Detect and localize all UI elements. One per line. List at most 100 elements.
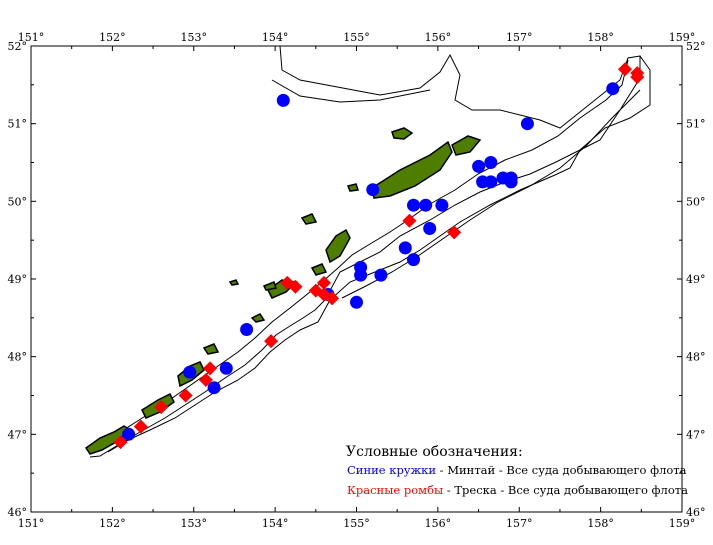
pollock-marker	[276, 93, 290, 107]
legend-key-pollock: Синие кружки	[347, 463, 436, 477]
x-tick-label-bottom: 152°	[99, 517, 126, 530]
cod-marker	[198, 372, 213, 387]
legend-title: Условные обозначения:	[346, 444, 523, 460]
legend-desc-cod: - Треска - Все суда добывающего флота	[443, 483, 688, 497]
y-tick-label-right: 49°	[686, 273, 706, 286]
pollock-marker	[504, 171, 518, 185]
y-tick-label-left: 50°	[8, 195, 28, 208]
y-tick-labels-left: 46° 47° 48° 49° 50° 51° 52°	[8, 40, 28, 519]
cod-marker	[203, 361, 218, 376]
cod-marker	[264, 334, 279, 349]
pollock-marker	[374, 268, 388, 282]
pollock-marker	[606, 82, 620, 96]
x-tick-labels-top: 151° 152° 153° 154° 155° 156° 157° 158° …	[18, 31, 696, 44]
islands	[84, 127, 482, 455]
cod-marker	[288, 279, 303, 294]
island-atlasov	[391, 127, 414, 140]
y-tick-label-right: 50°	[686, 195, 706, 208]
pollock-marker	[423, 222, 437, 235]
island-matua	[310, 263, 328, 276]
x-tick-label-top: 159°	[669, 31, 696, 44]
y-tick-label-left: 52°	[8, 40, 28, 53]
y-tick-labels-right: 46° 47° 48° 49° 50° 51° 52°	[686, 40, 706, 519]
island-raikoke	[346, 183, 360, 192]
y-tick-label-right: 48°	[686, 351, 706, 364]
pollock-marker	[207, 381, 221, 395]
cod-marker	[402, 213, 417, 228]
cod-marker	[113, 435, 128, 450]
pollock-marker	[520, 117, 534, 131]
pollock-marker	[472, 159, 486, 173]
isobath-okhotsk-shelf	[271, 79, 431, 103]
y-tick-label-left: 48°	[8, 351, 28, 364]
pollock-marker	[219, 361, 233, 375]
isobath-trench-edge	[341, 89, 641, 299]
cod-marker	[447, 225, 462, 240]
y-tick-label-right: 52°	[686, 40, 706, 53]
pollock-marker	[407, 198, 420, 212]
cod-marker	[133, 419, 148, 434]
y-tick-label-right: 47°	[686, 428, 706, 441]
cod-marker	[630, 70, 645, 85]
isobath-inner	[95, 59, 629, 449]
pollock-marker	[240, 323, 254, 336]
island-islet-b	[228, 279, 240, 286]
x-tick-label-bottom: 158°	[587, 517, 614, 530]
x-tick-label-top: 158°	[587, 31, 614, 44]
legend-key-cod: Красные ромбы	[347, 483, 443, 497]
y-tick-label-left: 46°	[8, 506, 28, 519]
pollock-marker	[398, 241, 412, 255]
x-tick-label-top: 155°	[343, 31, 370, 44]
pollock-marker	[484, 156, 498, 169]
x-tick-label-bottom: 153°	[181, 517, 208, 530]
x-tick-label-bottom: 156°	[425, 517, 452, 530]
pollock-marker	[435, 198, 449, 212]
pollock-marker	[366, 183, 380, 197]
y-tick-label-left: 47°	[8, 428, 28, 441]
x-tick-label-top: 157°	[506, 31, 533, 44]
island-onekotan	[325, 228, 351, 264]
pollock-marker	[354, 268, 368, 282]
legend-desc-pollock: - Минтай - Все суда добывающего флота	[436, 463, 687, 477]
cod-marker	[316, 275, 331, 290]
island-ketoy	[262, 281, 277, 291]
pollock-marker	[122, 427, 136, 441]
pollock-marker	[419, 198, 433, 212]
pollock-marker	[407, 253, 420, 267]
legend-entry-cod: Красные ромбы - Треска - Все суда добыва…	[347, 483, 688, 497]
tick-marks	[30, 45, 683, 513]
catch-markers	[113, 62, 645, 450]
x-tick-label-top: 156°	[425, 31, 452, 44]
x-tick-label-bottom: 155°	[343, 517, 370, 530]
x-tick-label-bottom: 159°	[669, 517, 696, 530]
x-tick-label-bottom: 157°	[506, 517, 533, 530]
isobath-contours	[89, 45, 651, 458]
x-tick-label-top: 151°	[18, 31, 45, 44]
y-tick-label-left: 49°	[8, 273, 28, 286]
island-chirpoy	[202, 343, 220, 355]
legend-entry-pollock: Синие кружки - Минтай - Все суда добываю…	[347, 463, 687, 477]
cod-marker	[178, 388, 193, 403]
island-islet-a	[250, 313, 266, 323]
y-tick-label-left: 51°	[8, 118, 28, 131]
x-tick-labels-bottom: 151° 152° 153° 154° 155° 156° 157° 158° …	[18, 517, 696, 530]
cod-marker	[618, 62, 633, 77]
cod-marker	[325, 291, 340, 306]
island-shumshu	[451, 135, 482, 156]
isobath-outer-southeast	[107, 55, 651, 453]
x-tick-label-bottom: 154°	[262, 517, 289, 530]
island-paramushir	[371, 140, 453, 199]
x-tick-label-top: 152°	[99, 31, 126, 44]
pollock-marker	[350, 295, 363, 309]
legend: Условные обозначения: Синие кружки - Мин…	[346, 444, 688, 497]
pollock-marker	[183, 365, 197, 379]
y-tick-label-right: 51°	[686, 118, 706, 131]
y-tick-label-right: 46°	[686, 506, 706, 519]
cod-marker	[154, 400, 169, 415]
x-tick-label-bottom: 151°	[18, 517, 45, 530]
island-shiashkotan	[300, 213, 318, 225]
pollock-marker	[484, 175, 498, 189]
x-tick-label-top: 153°	[181, 31, 208, 44]
x-tick-label-top: 154°	[262, 31, 289, 44]
